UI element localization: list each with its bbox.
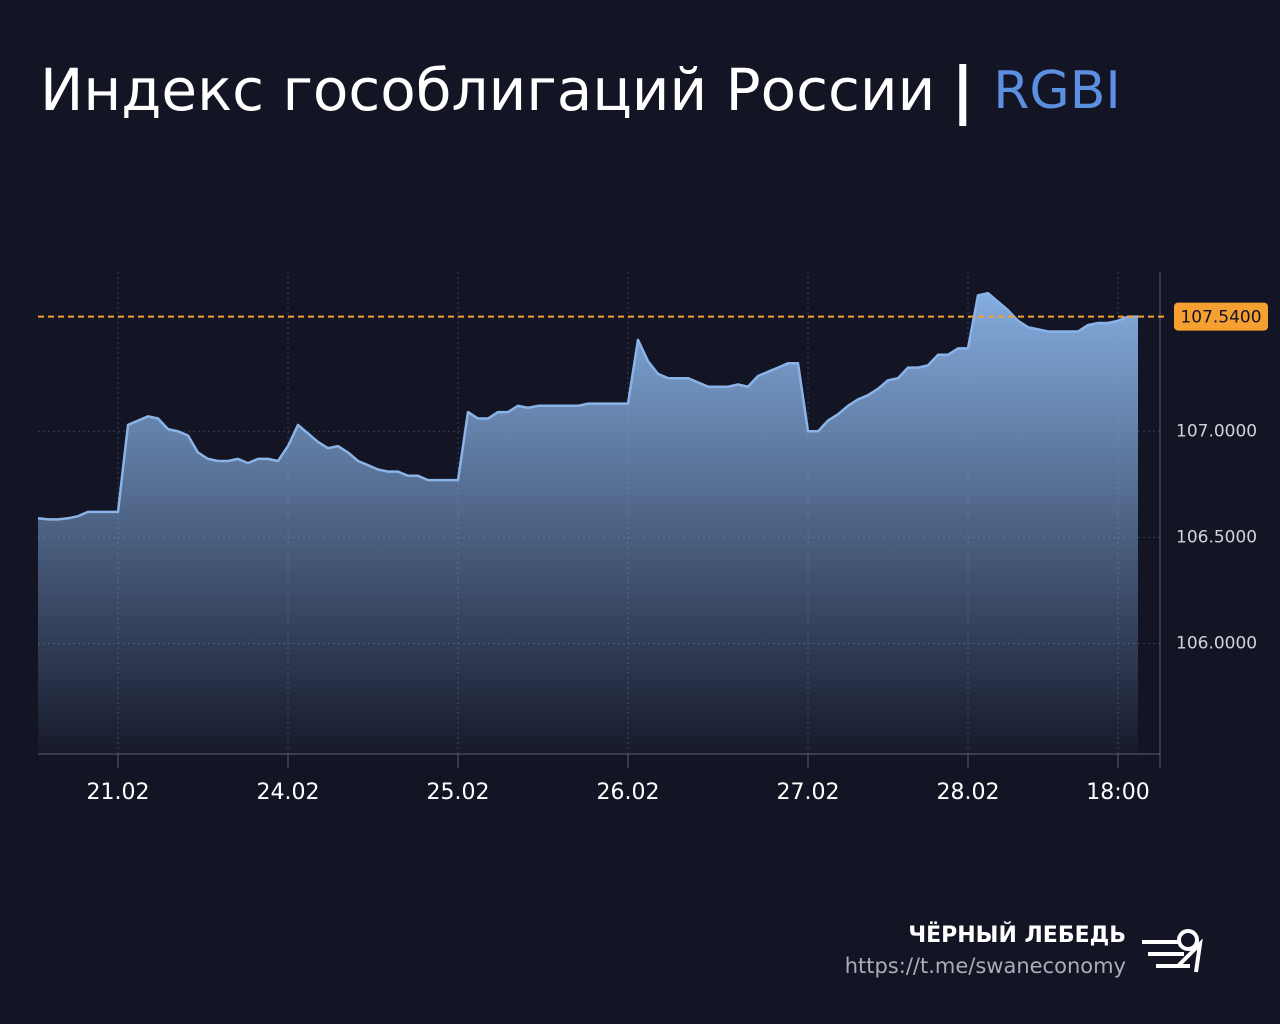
x-tick-label: 27.02: [777, 780, 840, 805]
separator: [959, 64, 967, 126]
title-tag: RGBI: [993, 61, 1120, 121]
plot: 106.0000 106.5000 107.0000 21.02 24.02 25.02 2…: [37, 272, 1268, 805]
y-tick-label: 106.5000: [1176, 527, 1257, 547]
link: https://t.me/swaneconomy: [845, 954, 1126, 978]
logo: [1142, 929, 1203, 973]
y-tick-label: 106.0000: [1176, 634, 1257, 654]
x-tick-label: 26.02: [597, 780, 660, 805]
y-tick-label: 107.0000: [1176, 421, 1257, 441]
area-fill: [38, 293, 1138, 754]
brand: ЧЁРНЫЙ ЛЕБЕДЬ: [908, 922, 1126, 948]
logo-lines: [1142, 940, 1190, 968]
logo-neck: [1176, 938, 1203, 973]
x-tick-label: 25.02: [427, 780, 490, 805]
x-tick-label: 21.02: [87, 780, 150, 805]
line: [37, 291, 1138, 521]
x-tick-label: 18:00: [1086, 780, 1149, 805]
logo-head: [1177, 929, 1199, 951]
chart-title: Индекс гособлигаций России: [40, 56, 935, 124]
x-tick-label: 24.02: [257, 780, 320, 805]
x-tick-label: 28.02: [937, 780, 1000, 805]
reference-label-box: [1174, 302, 1268, 331]
reference-label: 107.5400: [1180, 308, 1261, 328]
